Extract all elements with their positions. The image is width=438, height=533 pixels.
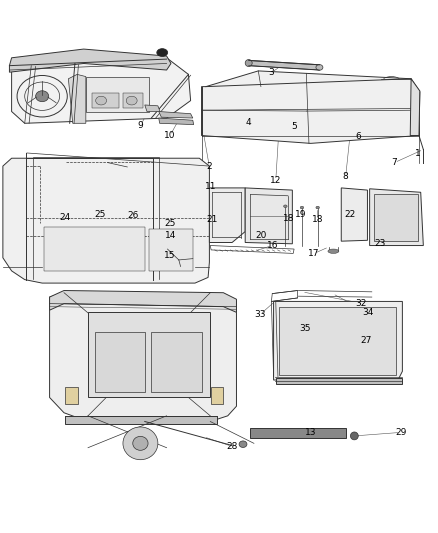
- Text: 3: 3: [268, 68, 274, 77]
- Bar: [151, 332, 201, 392]
- Text: 4: 4: [245, 118, 251, 127]
- Text: 18: 18: [283, 214, 295, 223]
- Ellipse shape: [316, 206, 319, 209]
- Ellipse shape: [126, 96, 137, 105]
- Polygon shape: [3, 158, 209, 283]
- Bar: [374, 194, 418, 241]
- Text: 15: 15: [164, 251, 176, 260]
- Text: 23: 23: [374, 239, 385, 248]
- Text: 34: 34: [363, 308, 374, 317]
- Bar: [65, 386, 78, 404]
- Text: 6: 6: [356, 132, 362, 141]
- Polygon shape: [159, 118, 194, 125]
- Text: 8: 8: [343, 173, 349, 182]
- Text: 12: 12: [270, 176, 282, 185]
- Text: 10: 10: [164, 131, 176, 140]
- Text: 28: 28: [226, 442, 238, 451]
- Polygon shape: [274, 302, 403, 380]
- Text: 18: 18: [312, 215, 323, 224]
- Ellipse shape: [157, 49, 168, 56]
- Text: 11: 11: [205, 182, 216, 191]
- Text: 29: 29: [395, 428, 406, 437]
- Text: 25: 25: [164, 219, 176, 228]
- Polygon shape: [10, 49, 171, 72]
- Bar: [44, 227, 145, 271]
- Bar: [92, 93, 119, 108]
- Bar: [279, 307, 396, 375]
- Polygon shape: [12, 52, 191, 123]
- Text: 33: 33: [254, 310, 266, 319]
- Text: 27: 27: [360, 336, 371, 345]
- Polygon shape: [49, 293, 237, 422]
- Bar: [88, 312, 210, 398]
- Bar: [86, 77, 149, 111]
- Ellipse shape: [35, 91, 49, 102]
- Polygon shape: [49, 290, 237, 312]
- Bar: [276, 378, 403, 384]
- Polygon shape: [209, 188, 245, 243]
- Polygon shape: [249, 60, 319, 70]
- Bar: [149, 229, 193, 271]
- Polygon shape: [341, 188, 367, 241]
- Text: 35: 35: [300, 324, 311, 333]
- Text: 7: 7: [392, 158, 397, 167]
- Text: 14: 14: [165, 231, 177, 239]
- Text: 17: 17: [308, 249, 320, 258]
- Polygon shape: [410, 79, 420, 135]
- Ellipse shape: [215, 199, 227, 215]
- Polygon shape: [245, 188, 292, 244]
- Bar: [211, 386, 223, 404]
- Ellipse shape: [123, 427, 158, 459]
- Bar: [196, 183, 209, 191]
- Polygon shape: [159, 111, 193, 118]
- Text: 13: 13: [305, 428, 316, 437]
- Ellipse shape: [95, 96, 106, 105]
- Text: 19: 19: [295, 211, 307, 220]
- Ellipse shape: [239, 441, 247, 448]
- Ellipse shape: [222, 212, 224, 214]
- Text: 9: 9: [138, 121, 143, 130]
- Polygon shape: [370, 189, 424, 246]
- Ellipse shape: [300, 206, 304, 209]
- Ellipse shape: [284, 205, 287, 207]
- Text: 1: 1: [415, 149, 420, 158]
- Text: 26: 26: [127, 212, 138, 220]
- Text: 22: 22: [344, 211, 356, 220]
- Polygon shape: [68, 75, 86, 123]
- Ellipse shape: [217, 212, 219, 214]
- Ellipse shape: [350, 432, 358, 440]
- Ellipse shape: [133, 437, 148, 450]
- Bar: [123, 93, 143, 108]
- Ellipse shape: [328, 249, 339, 253]
- Text: 2: 2: [207, 163, 212, 172]
- Text: 20: 20: [255, 231, 267, 240]
- Text: 24: 24: [60, 213, 71, 222]
- Ellipse shape: [245, 60, 252, 67]
- Text: 25: 25: [95, 211, 106, 220]
- Ellipse shape: [316, 64, 323, 70]
- Polygon shape: [145, 105, 160, 111]
- Text: 32: 32: [356, 298, 367, 308]
- Polygon shape: [216, 211, 227, 215]
- Bar: [65, 416, 217, 424]
- Bar: [95, 332, 145, 392]
- Bar: [251, 428, 346, 438]
- Text: 16: 16: [266, 241, 278, 250]
- Text: 5: 5: [291, 122, 297, 131]
- Text: 21: 21: [206, 215, 218, 224]
- Polygon shape: [201, 71, 420, 143]
